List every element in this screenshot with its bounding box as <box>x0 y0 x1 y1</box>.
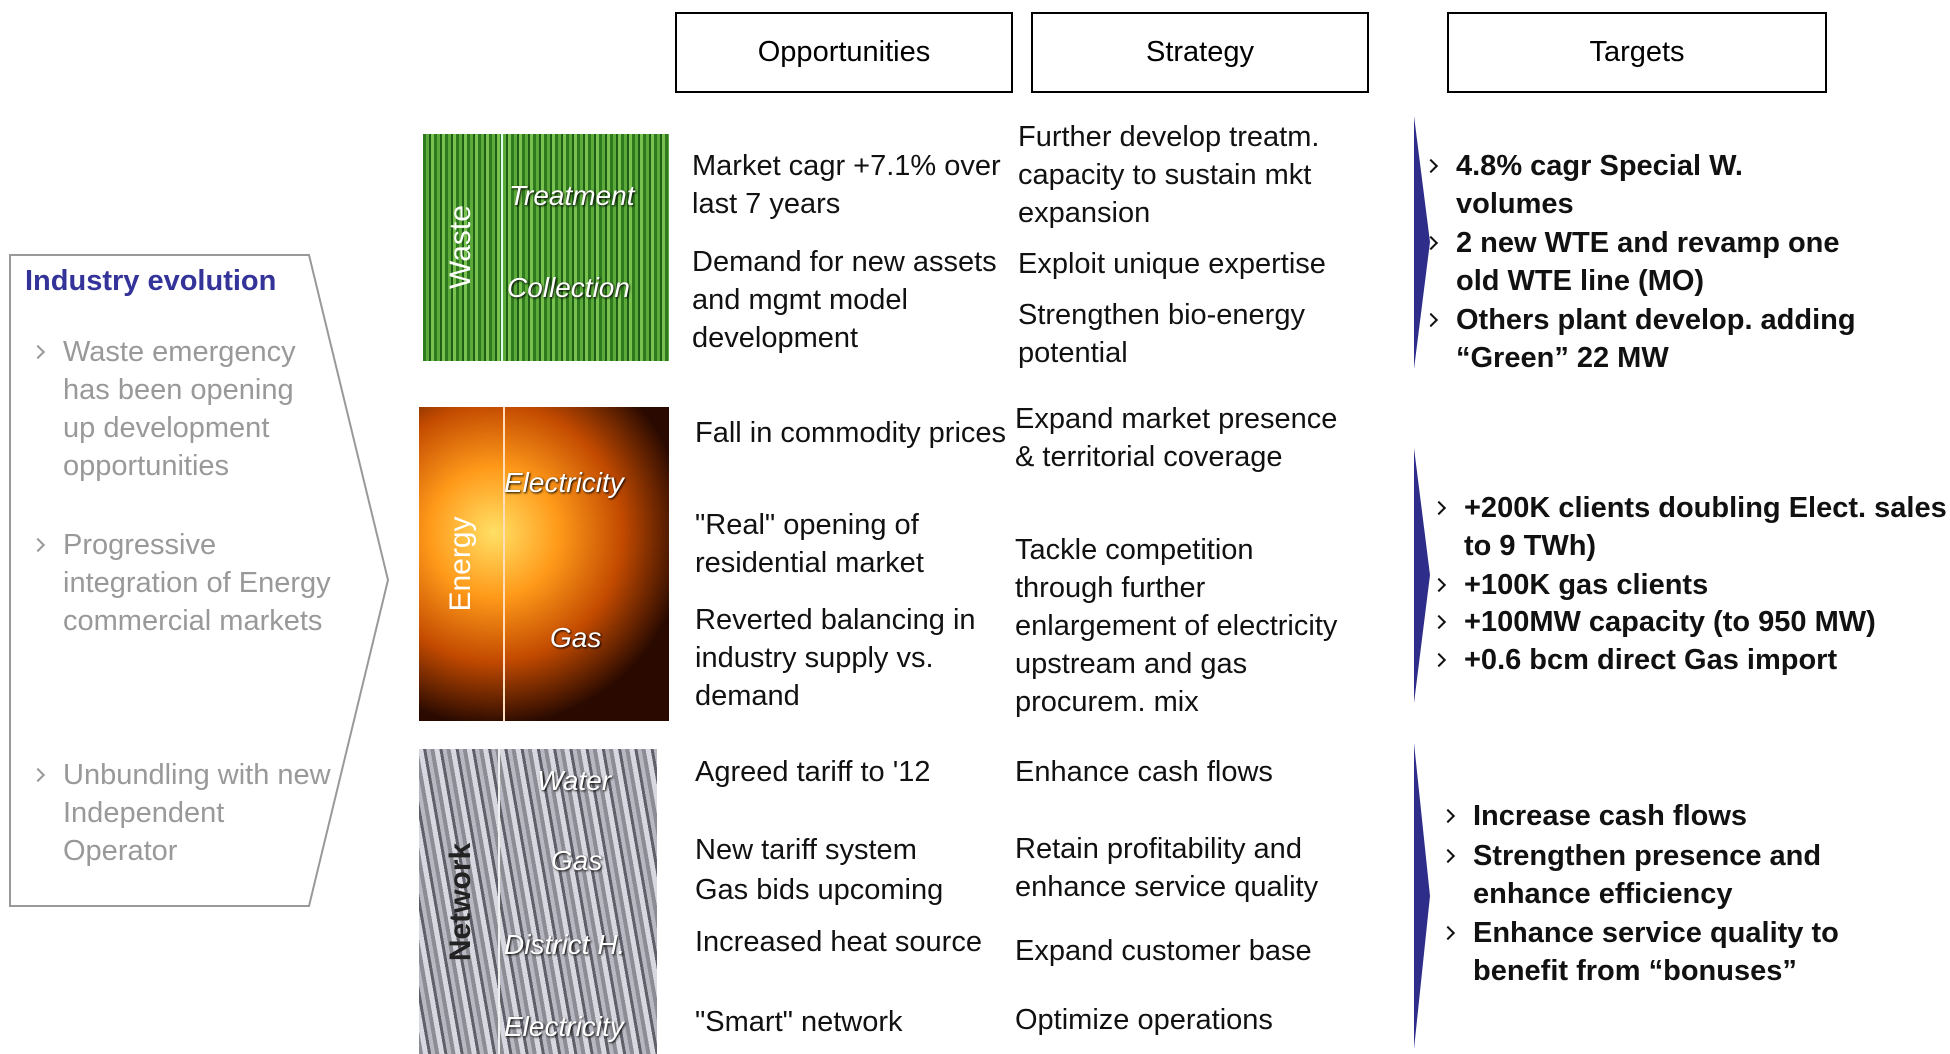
target: Increase cash flows <box>1437 797 1913 835</box>
target: +100MW capacity (to 950 MW) <box>1428 603 1950 641</box>
waste-image: Waste Treatment Collection <box>423 134 669 361</box>
strategy: Further develop treatm. capacity to sust… <box>1018 121 1320 229</box>
subsegment-label: Electricity <box>504 1011 624 1042</box>
column-header: Targets <box>1447 12 1827 93</box>
bullet-text: 4.8% cagr Special W. volumes <box>1456 147 1856 223</box>
evolution-item: Progressive integration of Energy commer… <box>33 526 333 640</box>
evolution-title: Industry evolution <box>25 265 277 297</box>
segment-label: Network <box>444 842 477 962</box>
subsegment-label: District H. <box>504 929 626 960</box>
bullet-text: Enhance service quality to benefit from … <box>1473 914 1913 990</box>
target: Strengthen presence and enhance efficien… <box>1437 837 1913 913</box>
target: +0.6 bcm direct Gas import <box>1428 641 1950 679</box>
subsegment-label: Treatment <box>509 180 635 211</box>
column-header: Opportunities <box>675 12 1013 93</box>
bullet-text: +100K gas clients <box>1464 566 1950 604</box>
subsegment-label: Water <box>537 765 612 796</box>
strategy: Strengthen bio-energy potential <box>1018 299 1305 369</box>
bullet-text: 2 new WTE and revamp one old WTE line (M… <box>1456 224 1856 300</box>
opportunity: Agreed tariff to '12 <box>695 756 931 788</box>
bullet-text: +100MW capacity (to 950 MW) <box>1464 603 1950 641</box>
bullet-text: Progressive integration of Energy commer… <box>63 526 333 640</box>
subsegment-label: Gas <box>550 622 602 653</box>
bullet-text: +200K clients doubling Elect. sales (5 t… <box>1464 489 1950 565</box>
opportunity: "Smart" network <box>695 1006 903 1038</box>
energy-image: Energy Electricity Gas <box>419 407 669 721</box>
segment-label: Waste <box>444 205 477 289</box>
target: +100K gas clients <box>1428 566 1950 604</box>
opportunity: Demand for new assets and mgmt model dev… <box>692 246 997 354</box>
strategy: Enhance cash flows <box>1015 756 1273 788</box>
network-image: Network Water Gas District H. Electricit… <box>419 749 657 1054</box>
bullet-text: Unbundling with new Independent Operator <box>63 756 333 870</box>
opportunity: Fall in commodity prices <box>695 417 1007 449</box>
strategy: Tackle competition through further enlar… <box>1015 534 1338 718</box>
bullet-text: Strengthen presence and enhance efficien… <box>1473 837 1913 913</box>
subsegment-label: Electricity <box>504 467 624 498</box>
strategy: Retain profitability and enhance service… <box>1015 833 1319 903</box>
target: Enhance service quality to benefit from … <box>1437 914 1913 990</box>
strategy: Expand market presence & territorial cov… <box>1015 403 1338 473</box>
target: 2 new WTE and revamp one old WTE line (M… <box>1420 224 1856 300</box>
bullet-text: Waste emergency has been opening up deve… <box>63 333 333 485</box>
strategy: Optimize operations <box>1015 1004 1273 1036</box>
subsegment-label: Collection <box>507 272 630 303</box>
chevrons <box>1414 116 1430 1049</box>
opportunity: New tariff system <box>695 834 917 866</box>
opportunity: Gas bids upcoming <box>695 874 944 906</box>
bullet-text: Increase cash flows <box>1473 797 1913 835</box>
bullet-text: +0.6 bcm direct Gas import <box>1464 641 1950 679</box>
strategy: Exploit unique expertise <box>1018 248 1326 280</box>
evolution-item: Unbundling with new Independent Operator <box>33 756 333 870</box>
subsegment-label: Gas <box>551 845 603 876</box>
bullet-text: Others plant develop. adding “Green” 22 … <box>1456 301 1856 377</box>
target: +200K clients doubling Elect. sales (5 t… <box>1428 489 1950 565</box>
target: Others plant develop. adding “Green” 22 … <box>1420 301 1856 377</box>
opportunity: Increased heat source <box>695 926 982 958</box>
segment-label: Energy <box>444 516 477 612</box>
opportunity: Market cagr +7.1% over last 7 years <box>692 150 1001 220</box>
strategy: Expand customer base <box>1015 935 1312 967</box>
target: 4.8% cagr Special W. volumes <box>1420 147 1856 223</box>
opportunity: "Real" opening of residential market <box>695 509 924 579</box>
opportunity: Reverted balancing in industry supply vs… <box>695 604 976 712</box>
column-header: Strategy <box>1031 12 1369 93</box>
evolution-item: Waste emergency has been opening up deve… <box>33 333 333 485</box>
